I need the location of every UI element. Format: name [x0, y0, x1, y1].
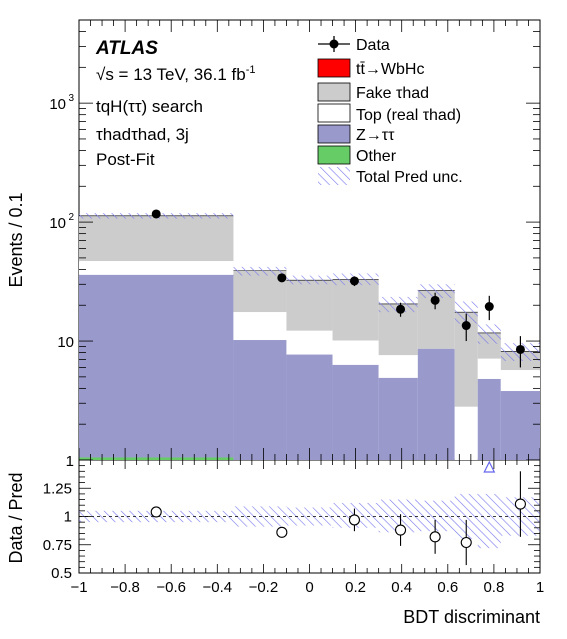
- legend: Data tt̄→WbHc Fake τhad Top (real τhad) …: [317, 36, 463, 186]
- ratio-point-2: [348, 514, 360, 526]
- bar-top-7: [477, 358, 501, 379]
- bar-ztt-7: [477, 378, 501, 460]
- atlas-label: ATLAS: [95, 38, 158, 59]
- legend-data-marker: [318, 36, 350, 52]
- unc-band-4: [378, 296, 418, 313]
- legend-top-label: Top (real τhad): [356, 107, 461, 124]
- y-tick-exponent: 3: [68, 93, 74, 104]
- x-tick-label: 1: [536, 579, 544, 596]
- bar-ztt-2: [286, 354, 333, 460]
- legend-ztt-swatch: [317, 124, 351, 144]
- bar-fake-2: [286, 280, 333, 331]
- legend-fake-label: Fake τhad: [356, 85, 429, 102]
- ratio-band-5: [417, 500, 455, 532]
- ratio-point-0: [150, 506, 162, 518]
- legend-unc-swatch: [318, 167, 350, 185]
- legend-top-swatch: [317, 103, 351, 123]
- ratio-band-7: [477, 493, 501, 549]
- unc-band-7: [477, 324, 501, 344]
- y-tick-label: 10: [57, 334, 74, 351]
- x-tick-label: −0.6: [156, 579, 186, 596]
- ratio-point-5: [460, 536, 472, 549]
- ratio-point-1: [276, 526, 288, 538]
- y-tick-label: 1: [66, 453, 74, 470]
- data-point-5: [461, 321, 471, 331]
- legend-signal-swatch: [317, 58, 351, 78]
- bar-top-3: [332, 340, 379, 365]
- data-point-4: [430, 295, 440, 305]
- ratio-point-3: [394, 524, 407, 536]
- legend-other-swatch: [317, 145, 351, 165]
- x-tick-label: −0.8: [110, 579, 140, 596]
- legend-data-label: Data: [356, 37, 390, 54]
- energy-label: √s = 13 TeV, 36.1 fb-1: [96, 64, 255, 84]
- x-tick-label: −0.2: [249, 579, 279, 596]
- bar-ztt-5: [417, 348, 455, 460]
- x-tick-label: −1: [70, 579, 87, 596]
- data-point-0: [151, 209, 161, 219]
- ratio-y-axis-label: Data / Pred: [6, 472, 26, 563]
- bar-top-4: [378, 355, 418, 378]
- unc-band-1: [233, 266, 287, 276]
- ratio-tick-label: 1: [64, 509, 72, 526]
- ratio-tick-label: 0.5: [51, 565, 72, 582]
- x-tick-label: 0.4: [391, 579, 412, 596]
- bar-ztt-4: [378, 377, 418, 460]
- bar-fake-6: [454, 312, 478, 407]
- energy-text: √s = 13 TeV, 36.1 fb: [96, 65, 246, 84]
- bar-top-1: [233, 312, 287, 341]
- bar-top-6: [454, 406, 478, 460]
- ratio-point-4: [429, 531, 441, 543]
- legend-fake-swatch: [317, 82, 351, 102]
- ratio-overflow-arrow: [483, 460, 496, 473]
- lumi-exponent: -1: [246, 64, 256, 76]
- bar-other-0: [79, 457, 234, 460]
- data-point-1: [277, 273, 287, 283]
- ratio-tick-label: 1.25: [43, 480, 72, 497]
- bar-fake-3: [332, 279, 379, 341]
- y-tick-label: 10: [49, 96, 66, 113]
- unc-band-5: [417, 284, 455, 299]
- channel-label: τhadτhad, 3j: [96, 125, 189, 144]
- bar-fake-0: [79, 215, 234, 262]
- bar-ztt-3: [332, 364, 379, 460]
- data-point-3: [396, 304, 406, 314]
- x-tick-label: 0: [305, 579, 313, 596]
- ratio-band-6: [454, 493, 478, 540]
- analysis-label: tqH(ττ) search: [96, 97, 203, 116]
- legend-other-label: Other: [356, 148, 397, 165]
- legend-unc-label: Total Pred unc.: [356, 169, 463, 186]
- bar-top-2: [286, 330, 333, 355]
- fit-label: Post-Fit: [96, 150, 155, 169]
- x-tick-label: −0.4: [202, 579, 232, 596]
- x-axis-label: BDT discriminant: [403, 607, 540, 627]
- y-axis-label: Events / 0.1: [6, 192, 26, 287]
- unc-band-2: [286, 275, 333, 285]
- data-point-6: [484, 302, 494, 312]
- bar-ztt-8: [500, 391, 540, 460]
- x-tick-label: 0.2: [345, 579, 366, 596]
- legend-signal-label: tt̄→WbHc: [356, 61, 424, 78]
- y-tick-label: 10: [49, 215, 66, 232]
- legend-ztt-label: Z→ττ: [356, 127, 395, 144]
- x-tick-label: 0.8: [483, 579, 504, 596]
- data-point-2: [349, 276, 359, 286]
- data-point-7: [515, 344, 525, 354]
- x-tick-label: 0.6: [437, 579, 458, 596]
- bar-top-8: [500, 370, 540, 392]
- bar-ztt-1: [233, 340, 287, 460]
- bar-ztt-0: [79, 274, 234, 458]
- y-tick-exponent: 2: [68, 212, 74, 223]
- bar-top-0: [79, 261, 234, 275]
- ratio-tick-label: 0.75: [43, 537, 72, 554]
- unc-band-6: [454, 301, 478, 324]
- ratio-point-6: [514, 498, 526, 510]
